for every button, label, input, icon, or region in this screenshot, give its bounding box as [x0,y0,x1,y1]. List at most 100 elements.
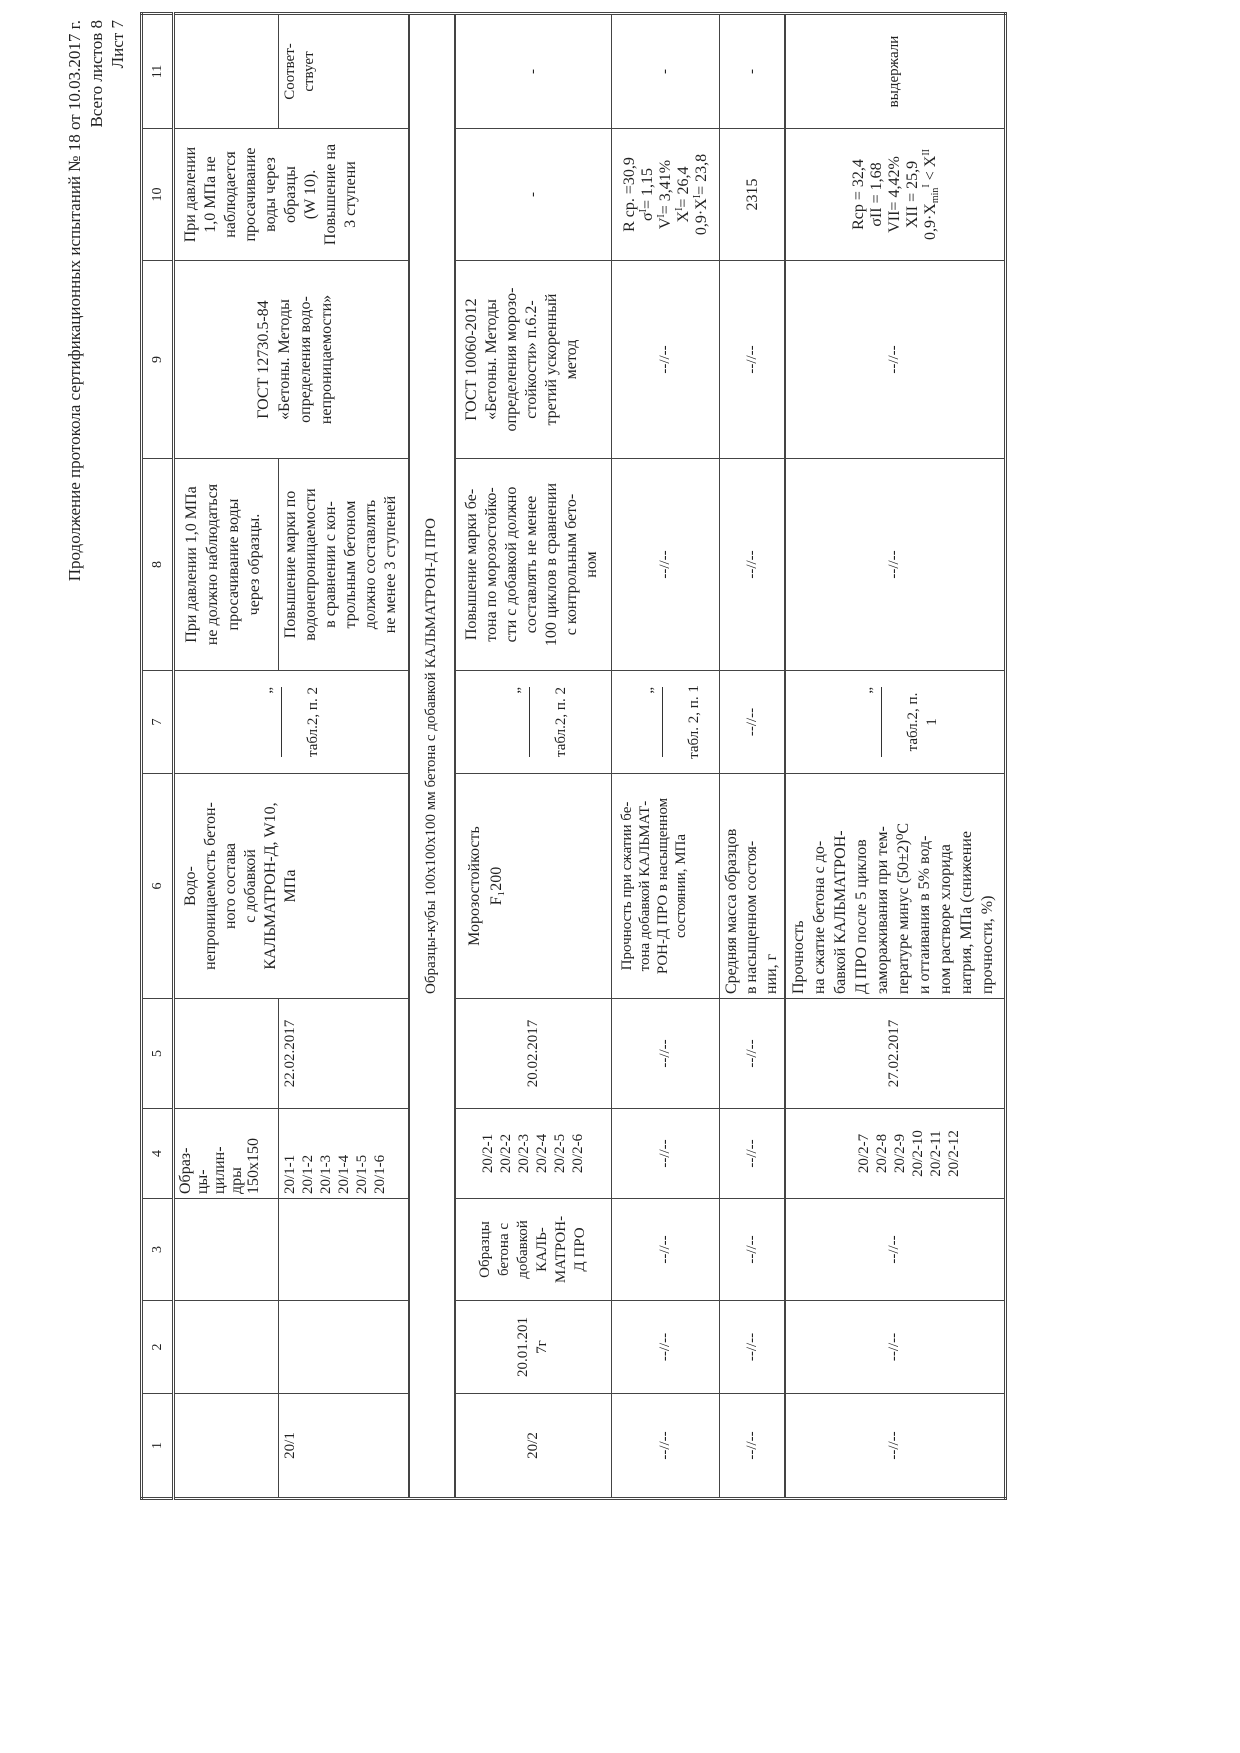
result: - [454,128,612,261]
cell [173,13,279,129]
requirement: Повышение марки бе- тона по морозостойко… [454,458,612,671]
test-method: ГОСТ 12730.5-84 «Бетоны. Методы определе… [173,260,409,459]
stat-sup: I [920,184,932,188]
col-num: 2 [141,1300,174,1394]
ditto: --//-- [785,1393,1005,1499]
ditto: --//-- [611,1198,720,1301]
cell [173,1198,279,1301]
col-num: 5 [141,998,174,1109]
ditto: --//-- [611,1300,720,1394]
stat-text: < X [921,155,939,185]
cell [278,1300,409,1394]
sample-list: 20/2-1 20/2-2 20/2-3 20/2-4 20/2-5 20/2-… [454,1108,612,1199]
sample-list: 20/2-7 20/2-8 20/2-9 20/2-10 20/2-11 20/… [785,1108,1005,1199]
stat-sup: II [920,148,932,156]
cell [173,1300,279,1394]
ditto-quote: ” [867,687,883,757]
section-title: Образцы-кубы 100x100x100 мм бетона с доб… [408,13,455,1499]
col-num: 9 [141,260,174,459]
ditto: --//-- [785,260,1005,459]
stat-text: σ [638,212,656,221]
reference-text: табл. 2, п. 1 [685,685,702,759]
result: 2315 [719,128,785,261]
reference: ” табл.2, п. 1 [785,670,1005,774]
test-date: 27.02.2017 [785,998,1005,1109]
stat-text: = 3,41% [656,159,674,215]
ditto: --//-- [719,1393,785,1499]
ditto: --//-- [785,1300,1005,1394]
table-row: --//-- --//-- --//-- --//-- --//-- Средн… [719,13,785,1499]
cell [278,1198,409,1301]
conclusion: Соответ- ствует [278,13,409,129]
table-row: 20/2 20.01.201 7г Образцы бетона с добав… [454,13,612,1499]
ditto: --//-- [611,458,720,671]
column-number-row: 1 2 3 4 5 6 7 8 9 10 11 [141,13,174,1499]
table-row: Образ- цы- цилин- дры 150x150 Водо- непр… [173,13,409,1499]
stat-line: Rср = 32,4 [849,159,867,230]
ditto: --//-- [785,458,1005,671]
ditto-quote: ” [267,687,283,757]
stat-sup: I [673,207,685,211]
ditto: --//-- [611,260,720,459]
stat-line: VII= 4,42% [885,156,903,233]
cell [173,998,279,1109]
stat-line: 0,9·XI= 23,8 [692,133,711,256]
stat-sup: I [655,214,667,218]
property: Морозостойкость F₁200 [454,773,612,999]
stat-line: R ср. =30,9 [621,133,639,256]
stat-text: V [656,217,674,230]
col-num: 11 [141,13,174,129]
col-num: 8 [141,458,174,671]
property: Прочность при сжатии бе- тона добавкой К… [611,773,720,999]
conclusion: выдержали [785,13,1005,129]
ditto: --//-- [719,260,785,459]
stat-text: 0,9·X [921,203,939,241]
made-date: 20.01.201 7г [454,1300,612,1394]
stat-line: 0,9·XminI < XII [920,133,941,256]
reference-text: табл.2, п. 1 [905,692,941,752]
reference: ” табл.2, п. 2 [454,670,612,774]
sample-id: 20/1 [278,1393,409,1499]
table-row: --//-- --//-- --//-- 20/2-7 20/2-8 20/2-… [785,13,1005,1499]
reference: ” табл.2, п. 2 [173,670,409,774]
ditto: --//-- [611,1393,720,1499]
document-title: Продолжение протокола сертификационных и… [65,20,84,582]
stat-line: VI= 3,41% [655,133,675,256]
reference-text: табл.2, п. 2 [553,687,570,757]
ditto: --//-- [719,670,785,774]
property: Водо- непроницаемость бетон- ного состав… [173,773,409,999]
col-num: 6 [141,773,174,999]
stat-text: 0,9·X [692,198,710,236]
requirement: Повышение марки по водонепроницаемости в… [278,458,409,671]
statistics: Rср = 32,4 σII = 1,68 VII= 4,42% XII = 2… [785,128,1005,261]
test-method: ГОСТ 10060-2012 «Бетоны. Методы определе… [454,260,612,459]
stat-sup: I [637,209,649,213]
col-num: 10 [141,128,174,261]
conclusion: - [719,13,785,129]
col-num: 1 [141,1393,174,1499]
stat-line: σII = 1,68 [867,162,885,227]
conclusion: - [611,13,720,129]
test-date: 20.02.2017 [454,998,612,1109]
ditto-quote: ” [648,687,664,757]
ditto: --//-- [785,1198,1005,1301]
stat-line: XI= 26,4 [673,133,693,256]
property: Средняя масса образцов в насыщенном сост… [719,773,785,999]
reference-text: табл.2, п. 2 [305,687,321,757]
result: При давлении 1,0 МПа не наблюдается прос… [173,128,409,261]
ditto-quote: ” [515,687,531,757]
conclusion: - [454,13,612,129]
col-num: 7 [141,670,174,774]
ditto: --//-- [611,1108,720,1199]
ditto: --//-- [719,998,785,1109]
test-results-table: 1 2 3 4 5 6 7 8 9 10 11 Образ- цы- цилин… [140,12,1007,1500]
col-num: 4 [141,1108,174,1199]
col-num: 3 [141,1198,174,1301]
table-row: --//-- --//-- --//-- --//-- --//-- Прочн… [611,13,720,1499]
ditto: --//-- [719,1108,785,1199]
stat-sub: min [929,187,941,204]
statistics: R ср. =30,9 σI= 1,15 VI= 3,41% XI= 26,4 … [611,128,720,261]
ditto: --//-- [611,998,720,1109]
test-date: 22.02.2017 [278,998,409,1109]
